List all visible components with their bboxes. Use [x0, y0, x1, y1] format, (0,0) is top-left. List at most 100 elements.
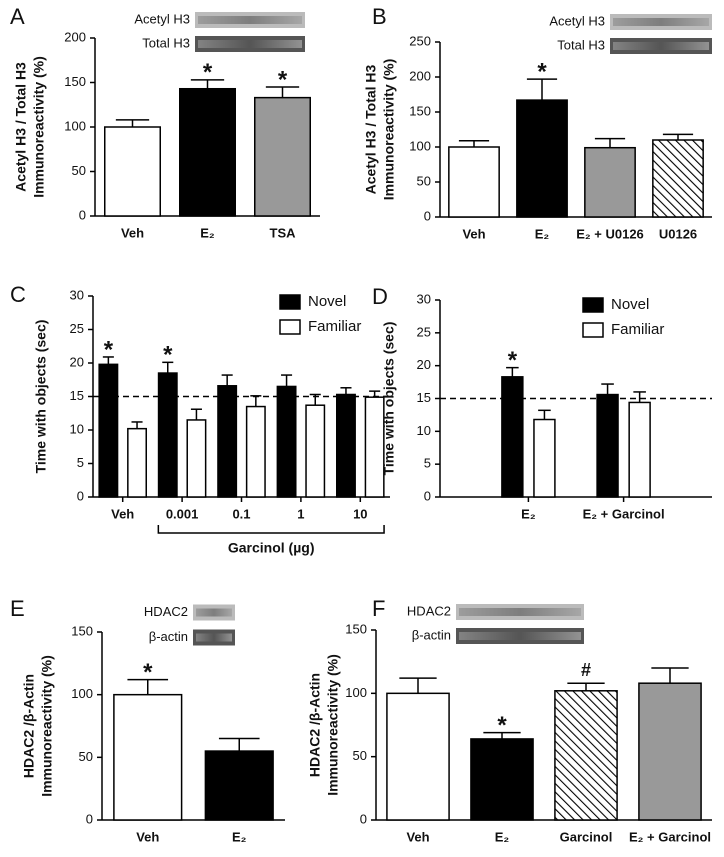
y-tick-label: 10 — [417, 423, 431, 438]
y-tick-label: 5 — [77, 455, 84, 470]
x-tick-label: 1 — [297, 506, 304, 521]
legend-label: Familiar — [308, 318, 361, 335]
y-axis-label: Time with objects (sec) — [381, 322, 397, 476]
bar — [652, 139, 704, 218]
y-tick-label: 20 — [417, 357, 431, 372]
panel-label: F — [372, 596, 385, 621]
error-bar — [662, 133, 694, 140]
y-tick-label: 250 — [409, 33, 431, 48]
bar — [305, 404, 326, 498]
error-bar — [190, 408, 202, 420]
y-tick-label: 25 — [70, 321, 84, 336]
blot-band-dark — [196, 608, 232, 617]
y-tick-label: 100 — [409, 138, 431, 153]
bar — [179, 87, 236, 217]
bar — [98, 363, 119, 498]
x-tick-label: 10 — [353, 506, 367, 521]
y-axis-label: HDAC2 /β-Actin — [307, 673, 323, 777]
y-tick-label: 150 — [64, 74, 86, 89]
y-axis-label: Immunoreactivity (%) — [31, 56, 47, 198]
bar — [501, 376, 524, 498]
x-tick-label: 0.001 — [166, 506, 199, 521]
y-tick-label: 100 — [345, 685, 367, 700]
x-tick-label: E₂ — [232, 829, 247, 844]
bar — [245, 405, 266, 498]
y-axis-label: Immunoreactivity (%) — [381, 59, 397, 201]
legend-swatch — [279, 294, 301, 310]
panel-label: D — [372, 284, 388, 309]
blot-band-dark — [613, 18, 709, 26]
blot-label: HDAC2 — [407, 603, 451, 618]
bar — [186, 419, 207, 498]
blot-label: β-actin — [149, 629, 188, 644]
error-bar — [458, 139, 490, 147]
legend-label: Novel — [308, 293, 346, 310]
bar — [638, 682, 702, 821]
error-bar — [483, 731, 521, 739]
error-bar — [221, 374, 233, 386]
y-axis-label: Immunoreactivity (%) — [39, 655, 55, 797]
bar — [217, 385, 238, 498]
error-bar — [265, 86, 300, 98]
y-tick-label: 0 — [424, 488, 431, 503]
panel-label: A — [10, 4, 25, 29]
x-tick-label: E₂ — [521, 506, 536, 521]
y-tick-label: 0 — [77, 488, 84, 503]
legend-swatch — [582, 297, 604, 313]
y-tick-label: 150 — [71, 623, 93, 638]
bar — [254, 96, 311, 217]
significance-mark: * — [497, 712, 507, 739]
error-bar — [538, 409, 551, 420]
y-tick-label: 10 — [70, 421, 84, 436]
significance-mark: * — [508, 347, 518, 374]
x-tick-label: E₂ + Garcinol — [583, 506, 665, 521]
legend-label: Novel — [611, 296, 649, 313]
y-tick-label: 20 — [70, 354, 84, 369]
bar — [596, 393, 619, 498]
blot-label: Acetyl H3 — [134, 11, 190, 26]
significance-mark: * — [537, 58, 547, 85]
error-bar — [633, 391, 646, 403]
y-tick-label: 100 — [64, 118, 86, 133]
x-tick-label: Veh — [111, 506, 134, 521]
blot-band-dark — [198, 40, 302, 48]
y-tick-label: 50 — [417, 173, 431, 188]
x-tick-label: U0126 — [659, 226, 697, 241]
error-bar — [131, 421, 143, 429]
y-tick-label: 15 — [70, 388, 84, 403]
error-bar — [601, 383, 614, 395]
error-bar — [115, 119, 150, 127]
significance-mark: * — [143, 659, 153, 686]
legend-swatch — [582, 322, 604, 338]
bar — [628, 401, 651, 498]
y-axis-label: Time with objects (sec) — [33, 320, 49, 474]
x-tick-label: Veh — [136, 829, 159, 844]
y-axis-label: Acetyl H3 / Total H3 — [363, 64, 379, 194]
error-bar — [102, 356, 114, 365]
y-tick-label: 25 — [417, 324, 431, 339]
x-tick-label: E₂ + U0126 — [576, 226, 644, 241]
x-tick-label: 0.1 — [232, 506, 250, 521]
error-bar — [594, 137, 626, 148]
blot-label: β-actin — [412, 627, 451, 642]
x-tick-label: Veh — [462, 226, 485, 241]
blot-label: HDAC2 — [144, 604, 188, 619]
bar — [554, 690, 618, 821]
x-tick-label: Veh — [406, 829, 429, 844]
significance-mark: * — [278, 66, 288, 93]
blot-label: Acetyl H3 — [549, 13, 605, 28]
bar — [470, 738, 534, 821]
y-axis-label: Acetyl H3 / Total H3 — [13, 62, 29, 192]
bar — [516, 99, 568, 218]
blot-band-dark — [196, 633, 232, 642]
blot-band-dark — [613, 42, 709, 50]
bar — [276, 385, 297, 498]
significance-mark: * — [203, 59, 213, 86]
error-bar — [399, 677, 437, 694]
x-tick-label: E₂ — [535, 226, 550, 241]
x-tick-label: Veh — [121, 225, 144, 240]
blot-band-dark — [198, 16, 302, 24]
x-tick-label: E₂ — [495, 829, 510, 844]
y-tick-label: 30 — [70, 287, 84, 302]
